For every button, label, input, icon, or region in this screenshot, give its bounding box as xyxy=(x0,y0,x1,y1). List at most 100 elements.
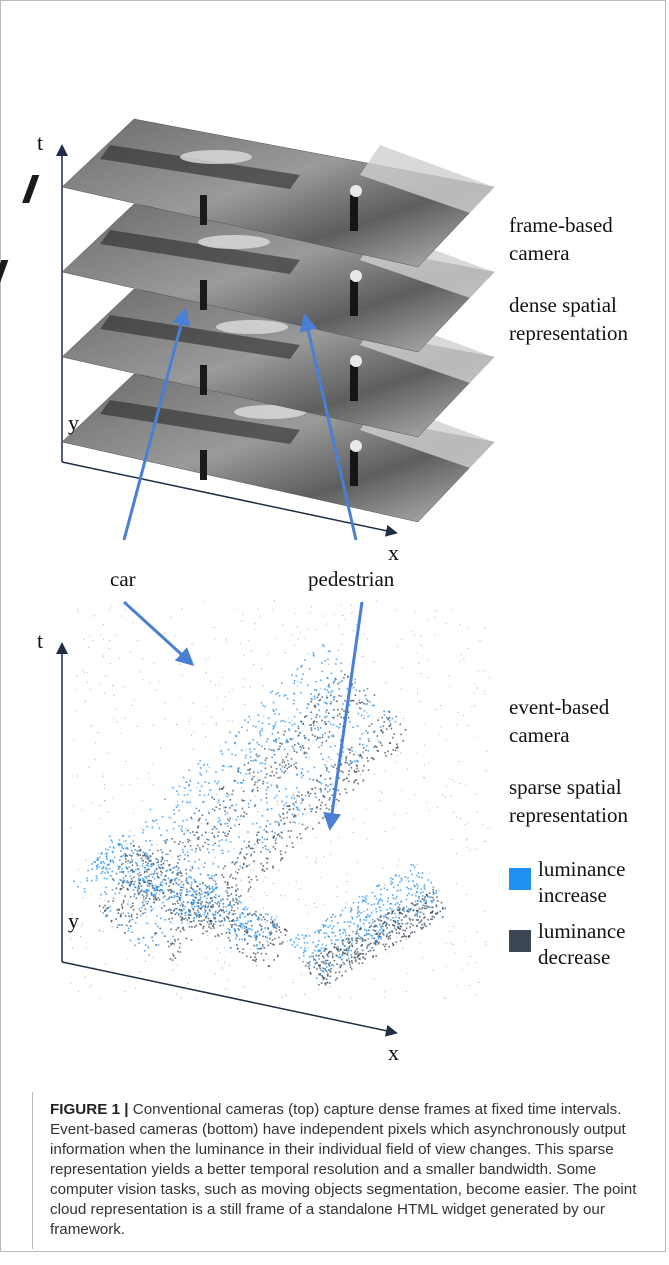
event-point xyxy=(381,925,384,928)
event-point xyxy=(149,849,151,851)
event-point xyxy=(316,780,319,783)
event-point xyxy=(351,945,354,948)
event-point xyxy=(144,912,146,914)
pedestrian-arrow-bottom xyxy=(323,601,364,831)
event-point xyxy=(326,694,328,696)
event-point xyxy=(350,943,353,945)
event-point xyxy=(142,904,144,907)
event-point xyxy=(215,684,216,686)
event-point xyxy=(178,843,180,845)
event-point xyxy=(207,893,210,896)
event-point xyxy=(318,931,320,933)
event-point xyxy=(273,944,275,946)
event-point xyxy=(119,859,121,861)
event-point xyxy=(246,930,249,932)
event-point xyxy=(181,910,184,912)
event-point xyxy=(389,937,391,940)
event-point xyxy=(240,848,243,850)
event-point xyxy=(150,860,152,862)
event-point xyxy=(173,866,176,869)
event-point xyxy=(266,801,268,804)
event-point xyxy=(434,634,436,636)
event-point xyxy=(306,913,308,915)
event-point xyxy=(182,851,184,853)
event-point xyxy=(94,759,96,761)
event-point xyxy=(107,811,109,813)
event-point xyxy=(142,877,144,880)
event-point xyxy=(339,933,342,936)
event-point xyxy=(426,895,429,898)
event-point xyxy=(189,789,192,792)
event-point xyxy=(325,711,327,713)
event-point xyxy=(228,765,230,768)
event-point xyxy=(182,848,184,851)
event-point xyxy=(215,873,217,876)
event-point xyxy=(330,840,332,842)
event-point xyxy=(138,879,140,881)
event-point xyxy=(271,733,274,735)
event-point xyxy=(130,869,132,872)
event-point xyxy=(212,925,214,927)
event-point xyxy=(436,911,439,914)
event-point xyxy=(477,670,479,672)
event-point xyxy=(220,900,222,902)
event-point xyxy=(355,779,358,781)
event-point xyxy=(152,957,154,958)
event-point xyxy=(219,902,221,905)
event-point xyxy=(252,869,254,871)
event-point xyxy=(264,918,266,921)
event-point xyxy=(295,762,297,764)
event-point xyxy=(170,912,172,914)
event-point xyxy=(374,930,377,932)
event-point xyxy=(133,834,135,836)
event-point xyxy=(402,935,405,938)
event-point xyxy=(389,907,391,909)
event-point xyxy=(421,927,423,929)
event-point xyxy=(386,716,388,719)
event-point xyxy=(362,956,364,959)
event-point xyxy=(210,927,212,930)
event-point xyxy=(274,918,276,921)
event-point xyxy=(382,903,385,906)
event-point xyxy=(190,886,192,889)
event-point xyxy=(172,969,174,971)
event-point xyxy=(246,955,248,957)
event-point xyxy=(99,856,101,859)
event-point xyxy=(211,888,214,890)
event-point xyxy=(267,717,270,719)
event-point xyxy=(384,920,386,923)
event-point xyxy=(405,915,408,918)
event-point xyxy=(70,827,72,829)
event-point xyxy=(322,758,324,761)
event-point xyxy=(209,920,211,922)
event-point xyxy=(308,804,311,807)
event-point xyxy=(395,874,397,877)
event-point xyxy=(155,886,158,889)
event-point xyxy=(366,730,368,732)
event-point xyxy=(407,888,410,890)
event-point xyxy=(196,831,199,834)
event-point xyxy=(298,795,300,798)
event-point xyxy=(243,908,246,911)
event-point xyxy=(284,764,287,766)
event-point xyxy=(95,875,98,877)
event-point xyxy=(152,784,154,785)
event-point xyxy=(270,921,272,924)
event-point xyxy=(356,765,358,768)
event-point xyxy=(265,757,268,759)
event-point xyxy=(74,688,76,690)
event-point xyxy=(351,918,354,920)
event-point xyxy=(260,862,262,865)
event-point xyxy=(259,730,261,733)
event-point xyxy=(253,843,256,846)
event-point xyxy=(178,898,181,901)
event-point xyxy=(208,782,210,784)
event-point xyxy=(77,775,78,777)
event-point xyxy=(471,706,473,708)
event-point xyxy=(272,882,274,884)
event-point xyxy=(329,691,332,694)
event-point xyxy=(122,834,125,837)
event-point xyxy=(301,823,304,826)
event-point xyxy=(139,854,141,856)
event-point xyxy=(242,800,245,802)
